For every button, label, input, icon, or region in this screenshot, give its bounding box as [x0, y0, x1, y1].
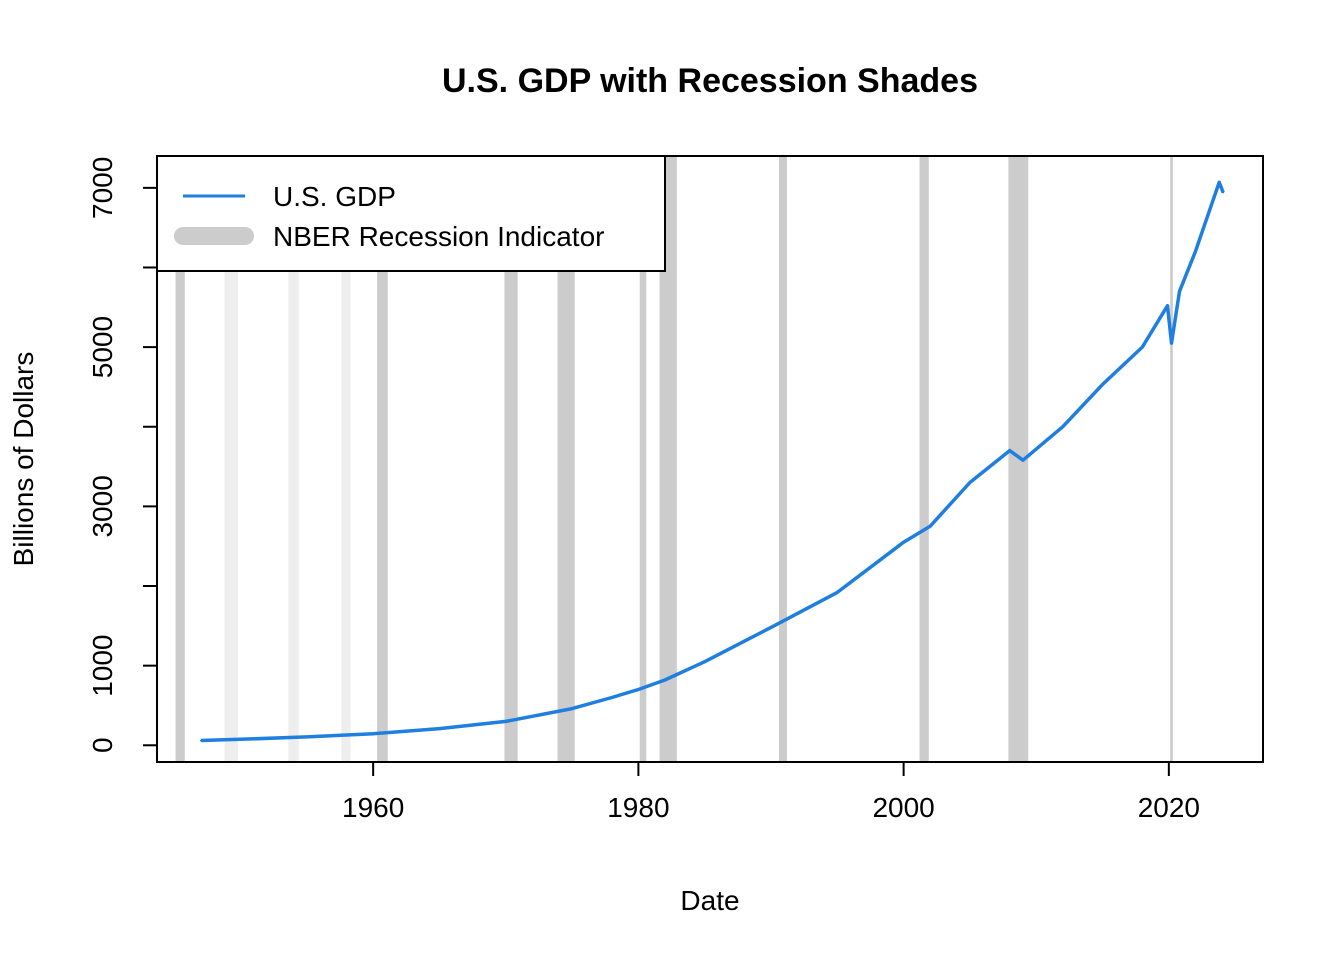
- data-point: [1101, 383, 1104, 386]
- recession-band: [639, 156, 647, 762]
- recession-band: [377, 156, 388, 762]
- recession-band: [224, 156, 238, 762]
- data-point: [239, 738, 242, 741]
- chart-title: U.S. GDP with Recession Shades: [442, 62, 978, 100]
- data-point: [1166, 304, 1169, 307]
- data-point: [1222, 191, 1225, 194]
- legend-recession-label: NBER Recession Indicator: [273, 221, 604, 252]
- x-tick-label: 2020: [1138, 792, 1200, 823]
- recession-band: [557, 156, 575, 762]
- recession-band: [175, 156, 185, 762]
- x-tick-label: 1980: [607, 792, 669, 823]
- data-point: [929, 525, 931, 528]
- data-point: [703, 660, 706, 663]
- data-point: [611, 696, 613, 699]
- x-tick-label: 1960: [342, 792, 404, 823]
- data-point: [1061, 425, 1064, 428]
- x-axis-label: Date: [680, 885, 739, 916]
- recession-band: [659, 156, 677, 762]
- data-point: [1008, 449, 1011, 452]
- y-tick-label: 1000: [87, 634, 118, 696]
- recession-shades: [175, 156, 1173, 762]
- data-point: [969, 481, 971, 484]
- legend-box: [156, 155, 666, 272]
- x-axis: 1960 1980 2000 2020: [342, 761, 1200, 823]
- legend-gdp-label: U.S. GDP: [273, 181, 396, 212]
- data-point: [306, 736, 308, 738]
- data-point: [1178, 290, 1181, 293]
- data-point: [1194, 250, 1197, 253]
- data-point: [372, 732, 374, 735]
- data-point: [637, 688, 640, 691]
- series-layer: [199, 180, 1225, 743]
- recession-band: [341, 156, 351, 762]
- recession-band: [919, 156, 929, 762]
- recession-band: [1170, 156, 1173, 762]
- y-tick-label: 7000: [87, 157, 118, 219]
- data-point: [571, 707, 573, 710]
- x-tick-label: 2000: [872, 792, 934, 823]
- y-tick-label: 5000: [87, 316, 118, 378]
- data-point: [1218, 181, 1221, 184]
- data-point: [836, 591, 839, 594]
- recession-band: [504, 156, 518, 762]
- y-axis-label: Billions of Dollars: [8, 352, 39, 567]
- recession-band: [778, 156, 787, 762]
- data-point: [1141, 346, 1144, 348]
- data-point: [664, 679, 666, 681]
- data-point: [199, 739, 202, 742]
- y-tick-label: 0: [87, 737, 118, 753]
- y-tick-label: 3000: [87, 475, 118, 537]
- data-point: [1022, 459, 1024, 461]
- data-point: [902, 541, 905, 544]
- recession-band: [1008, 156, 1029, 762]
- y-axis: 0 1000 3000 5000 7000: [87, 157, 158, 753]
- data-point: [770, 626, 772, 629]
- legend: U.S. GDP NBER Recession Indicator: [156, 155, 666, 272]
- data-point: [438, 727, 441, 730]
- data-point: [1170, 342, 1173, 344]
- recession-band: [288, 156, 299, 762]
- data-point: [504, 720, 507, 723]
